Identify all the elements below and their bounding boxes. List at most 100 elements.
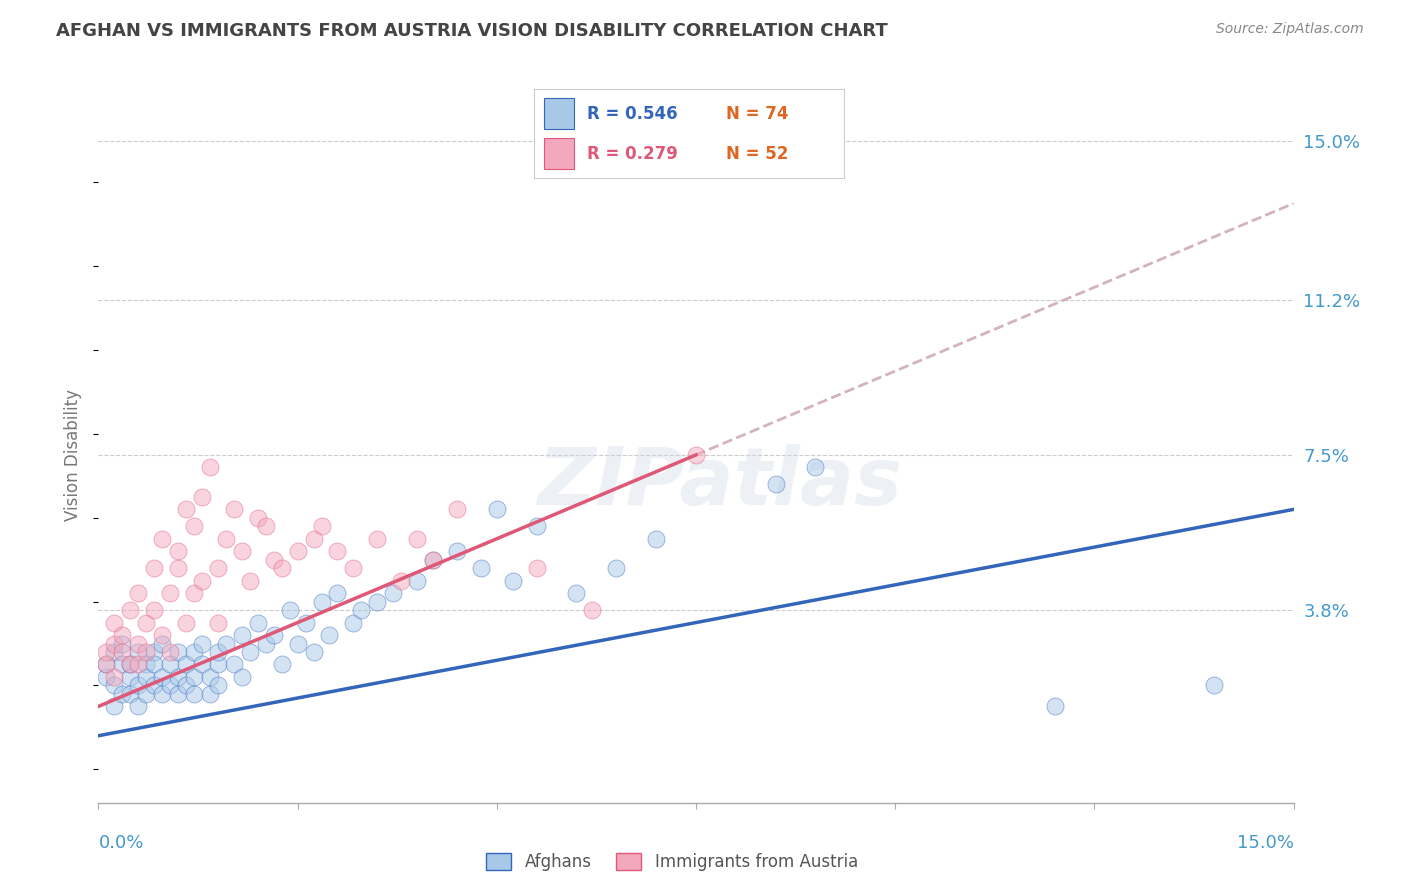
Point: [605, 561, 627, 575]
Point: [422, 552, 444, 566]
Point: [470, 561, 492, 575]
Point: [198, 687, 221, 701]
Point: [502, 574, 524, 588]
Point: [207, 657, 229, 672]
Point: [246, 510, 269, 524]
Point: [311, 594, 333, 608]
Point: [135, 645, 157, 659]
Point: [406, 574, 429, 588]
Point: [120, 603, 142, 617]
Text: 15.0%: 15.0%: [1236, 834, 1294, 852]
Point: [159, 657, 181, 672]
Text: 0.0%: 0.0%: [98, 834, 143, 852]
Text: AFGHAN VS IMMIGRANTS FROM AUSTRIA VISION DISABILITY CORRELATION CHART: AFGHAN VS IMMIGRANTS FROM AUSTRIA VISION…: [56, 22, 889, 40]
Point: [167, 687, 190, 701]
Point: [150, 687, 173, 701]
Point: [183, 519, 205, 533]
Point: [103, 670, 125, 684]
FancyBboxPatch shape: [544, 98, 575, 129]
Text: N = 52: N = 52: [725, 145, 789, 163]
Point: [191, 574, 214, 588]
Point: [302, 532, 325, 546]
Text: R = 0.279: R = 0.279: [586, 145, 678, 163]
Point: [231, 544, 253, 558]
Text: ZIPatlas: ZIPatlas: [537, 443, 903, 522]
Point: [207, 561, 229, 575]
Point: [174, 502, 197, 516]
Point: [150, 670, 173, 684]
Point: [254, 519, 277, 533]
Point: [103, 615, 125, 630]
Point: [183, 687, 205, 701]
Point: [183, 645, 205, 659]
Point: [191, 636, 214, 650]
Point: [143, 645, 166, 659]
Point: [120, 657, 142, 672]
Point: [191, 657, 214, 672]
Point: [287, 544, 309, 558]
Point: [150, 636, 173, 650]
Point: [96, 645, 118, 659]
Point: [167, 670, 190, 684]
Point: [167, 645, 190, 659]
Point: [127, 678, 149, 692]
Point: [159, 678, 181, 692]
Point: [135, 687, 157, 701]
Point: [350, 603, 373, 617]
Point: [342, 561, 364, 575]
Point: [294, 615, 316, 630]
FancyBboxPatch shape: [544, 138, 575, 169]
Point: [111, 645, 134, 659]
Point: [526, 519, 548, 533]
Point: [183, 586, 205, 600]
Point: [581, 603, 603, 617]
Point: [270, 561, 292, 575]
Point: [183, 670, 205, 684]
Point: [254, 636, 277, 650]
Point: [127, 636, 149, 650]
Point: [685, 448, 707, 462]
Point: [239, 574, 262, 588]
Y-axis label: Vision Disability: Vision Disability: [65, 389, 83, 521]
Point: [198, 670, 221, 684]
Point: [103, 645, 125, 659]
Point: [103, 636, 125, 650]
Point: [174, 657, 197, 672]
Point: [382, 586, 405, 600]
Point: [263, 552, 285, 566]
Point: [207, 615, 229, 630]
Text: N = 74: N = 74: [725, 104, 789, 123]
Point: [143, 657, 166, 672]
Point: [278, 603, 301, 617]
Point: [198, 460, 221, 475]
Point: [150, 532, 173, 546]
Point: [311, 519, 333, 533]
Point: [406, 532, 429, 546]
Point: [135, 657, 157, 672]
Point: [215, 532, 238, 546]
Point: [422, 552, 444, 566]
Point: [207, 678, 229, 692]
Point: [326, 544, 349, 558]
Point: [150, 628, 173, 642]
Point: [143, 561, 166, 575]
Point: [143, 678, 166, 692]
Point: [120, 657, 142, 672]
Point: [120, 687, 142, 701]
Point: [207, 645, 229, 659]
Point: [302, 645, 325, 659]
Point: [1202, 678, 1225, 692]
Point: [318, 628, 340, 642]
Point: [120, 670, 142, 684]
Point: [389, 574, 412, 588]
Point: [326, 586, 349, 600]
Point: [127, 586, 149, 600]
Text: Source: ZipAtlas.com: Source: ZipAtlas.com: [1216, 22, 1364, 37]
Point: [96, 670, 118, 684]
Point: [191, 490, 214, 504]
Point: [526, 561, 548, 575]
Point: [485, 502, 508, 516]
Point: [215, 636, 238, 650]
Point: [111, 628, 134, 642]
Point: [804, 460, 827, 475]
